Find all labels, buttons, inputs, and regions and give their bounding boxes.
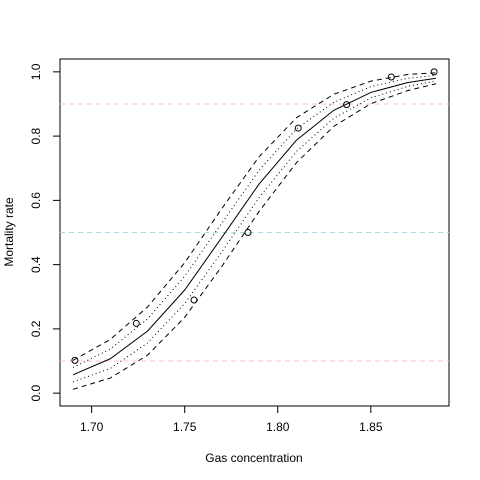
x-tick-label: 1.85 [359, 420, 383, 434]
inner-band [72, 80, 437, 383]
x-tick-label: 1.80 [266, 420, 290, 434]
observed-point [244, 229, 252, 236]
fitted-curve [72, 77, 437, 376]
x-axis-label: Gas concentration [205, 451, 302, 465]
observed-point [190, 296, 198, 304]
y-tick-label: 1.0 [29, 63, 43, 80]
y-axis-label: Mortality rate [2, 197, 16, 267]
observed-point [71, 356, 79, 364]
x-tick-label: 1.75 [173, 420, 197, 434]
observed-point [294, 124, 302, 132]
y-tick-label: 0.4 [29, 256, 43, 273]
y-tick-label: 0.2 [29, 320, 43, 337]
outer-band [72, 72, 436, 361]
observed-point [430, 68, 438, 76]
inner-band [72, 74, 437, 368]
y-tick-label: 0.0 [29, 384, 43, 401]
x-tick-label: 1.70 [80, 420, 104, 434]
y-tick-label: 0.8 [29, 127, 43, 144]
observed-point [343, 101, 351, 109]
outer-band [72, 83, 437, 390]
y-tick-label: 0.6 [29, 192, 43, 209]
observed-point [132, 319, 140, 327]
observed-point [387, 73, 395, 81]
